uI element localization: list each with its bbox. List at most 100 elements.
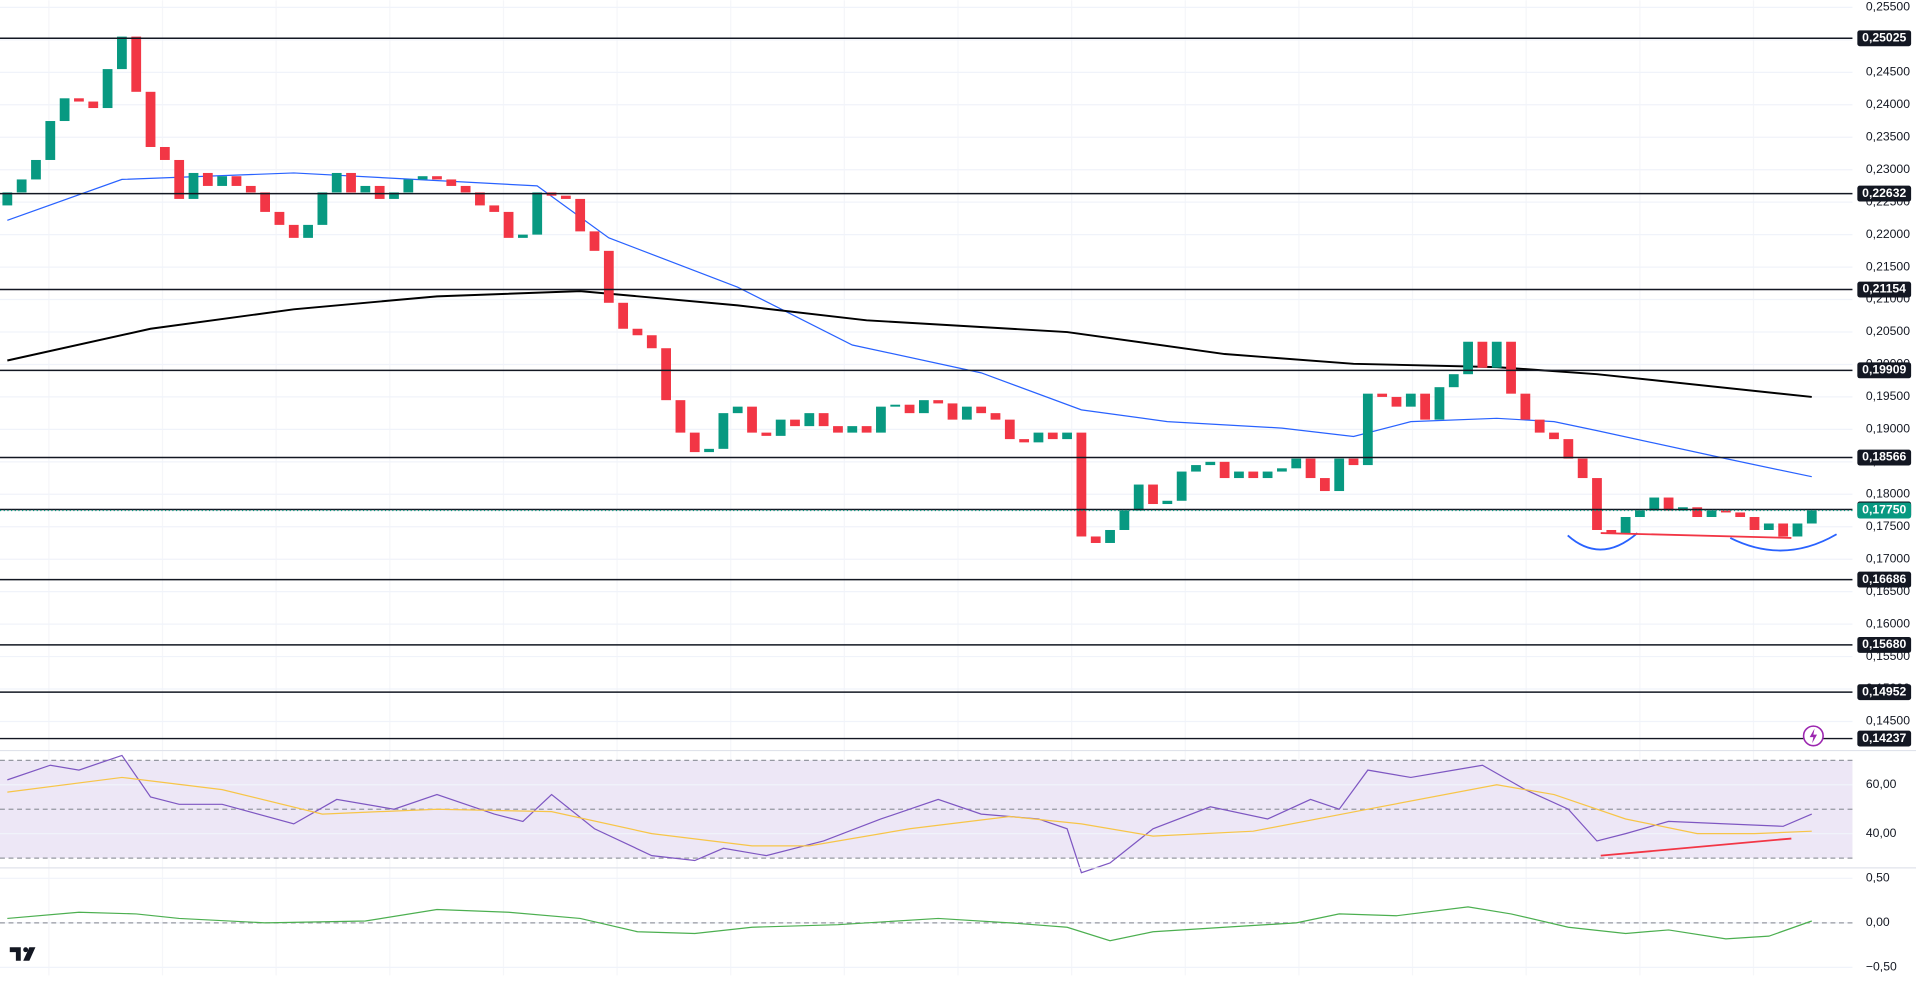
candle bbox=[45, 121, 56, 160]
candle bbox=[2, 192, 13, 206]
logo[interactable] bbox=[9, 947, 36, 961]
candle bbox=[1291, 458, 1302, 469]
candle bbox=[1491, 341, 1502, 368]
candle bbox=[346, 172, 356, 193]
level-label-bg bbox=[1857, 281, 1912, 298]
candle bbox=[1663, 497, 1674, 511]
candle bbox=[747, 406, 757, 433]
y-tick-label: 0,20500 bbox=[1866, 324, 1910, 338]
candle bbox=[503, 211, 514, 238]
candle bbox=[1720, 510, 1731, 513]
logo-mark[interactable] bbox=[9, 947, 21, 961]
candle bbox=[1405, 393, 1416, 407]
alert-icon[interactable] bbox=[1802, 725, 1824, 747]
y-tick-label: 0,17500 bbox=[1866, 519, 1910, 533]
y-tick-label: 0,17000 bbox=[1866, 551, 1910, 565]
candle bbox=[718, 413, 729, 449]
candle bbox=[1262, 471, 1273, 479]
candle bbox=[1806, 510, 1817, 524]
candle bbox=[1033, 432, 1044, 443]
candle bbox=[88, 101, 99, 109]
level-label-bg bbox=[1857, 449, 1912, 466]
candle bbox=[761, 432, 772, 436]
candle bbox=[1649, 497, 1660, 511]
candle bbox=[947, 403, 958, 420]
candle bbox=[417, 176, 428, 180]
candle bbox=[475, 192, 485, 206]
alert-bolt[interactable] bbox=[1809, 728, 1818, 744]
candle bbox=[1706, 510, 1717, 518]
candle bbox=[1448, 374, 1459, 388]
candle bbox=[847, 426, 858, 433]
y-tick-label: 0,23000 bbox=[1866, 162, 1910, 176]
candle bbox=[1133, 484, 1144, 511]
candle bbox=[1606, 529, 1617, 534]
candle bbox=[202, 172, 213, 186]
candle bbox=[990, 413, 1001, 420]
candle bbox=[575, 198, 586, 232]
candle bbox=[489, 205, 500, 212]
level-label: 0,21154 bbox=[1863, 282, 1907, 296]
candle bbox=[1577, 458, 1588, 479]
candle bbox=[518, 234, 528, 238]
candle bbox=[646, 335, 657, 349]
candle bbox=[618, 302, 629, 329]
y-tick-label: 0,19000 bbox=[1866, 422, 1910, 436]
candle bbox=[131, 36, 142, 92]
y-tick-label: −0,50 bbox=[1866, 960, 1897, 974]
candle bbox=[74, 98, 84, 102]
logo-mark[interactable] bbox=[23, 947, 36, 961]
level-label: 0,16686 bbox=[1862, 572, 1906, 586]
candle bbox=[1477, 341, 1488, 368]
candle bbox=[1778, 523, 1789, 537]
candle bbox=[1219, 461, 1230, 479]
candle bbox=[1520, 393, 1531, 420]
level-label-bg bbox=[1857, 30, 1912, 47]
level-label-bg bbox=[1857, 636, 1912, 653]
y-tick-label: 40,00 bbox=[1866, 826, 1897, 840]
candle bbox=[976, 406, 987, 414]
y-tick-label: 0,25500 bbox=[1866, 0, 1910, 14]
candle bbox=[446, 179, 457, 186]
candle bbox=[231, 176, 242, 186]
level-label: 0,22632 bbox=[1862, 186, 1906, 200]
candle bbox=[1119, 510, 1130, 530]
candle bbox=[1305, 458, 1316, 479]
level-label: 0,18566 bbox=[1862, 450, 1906, 464]
y-tick-label: 0,18000 bbox=[1866, 487, 1910, 501]
candle bbox=[1248, 471, 1259, 479]
candle bbox=[159, 146, 170, 160]
candle bbox=[933, 400, 944, 404]
candle bbox=[961, 406, 972, 420]
candle bbox=[1620, 517, 1631, 534]
candle bbox=[675, 400, 686, 433]
candle bbox=[374, 185, 385, 199]
y-tick-label: 0,24000 bbox=[1866, 97, 1910, 111]
y-tick-label: 0,50 bbox=[1866, 871, 1890, 885]
candle bbox=[1076, 432, 1087, 537]
candle bbox=[274, 211, 285, 225]
level-label-bg bbox=[1857, 362, 1912, 379]
level-label: 0,14237 bbox=[1862, 731, 1906, 745]
candle bbox=[1334, 458, 1345, 492]
trend-line bbox=[1600, 837, 1792, 857]
candle bbox=[145, 91, 156, 147]
candle bbox=[804, 413, 815, 427]
candle bbox=[1019, 439, 1030, 443]
last-price-bg bbox=[1857, 502, 1912, 519]
candle bbox=[1534, 419, 1545, 433]
candle bbox=[775, 419, 786, 436]
level-label: 0,19909 bbox=[1862, 363, 1906, 377]
candle bbox=[1391, 396, 1402, 407]
trend-line bbox=[1600, 532, 1792, 539]
candle bbox=[790, 419, 800, 427]
y-tick-label: 0,16000 bbox=[1866, 616, 1910, 630]
indicator-line bbox=[7, 754, 1813, 874]
candle bbox=[174, 159, 185, 199]
candle bbox=[403, 179, 414, 193]
logo-dot[interactable] bbox=[23, 947, 29, 953]
level-label-bg bbox=[1857, 684, 1912, 701]
candle bbox=[1506, 341, 1516, 394]
